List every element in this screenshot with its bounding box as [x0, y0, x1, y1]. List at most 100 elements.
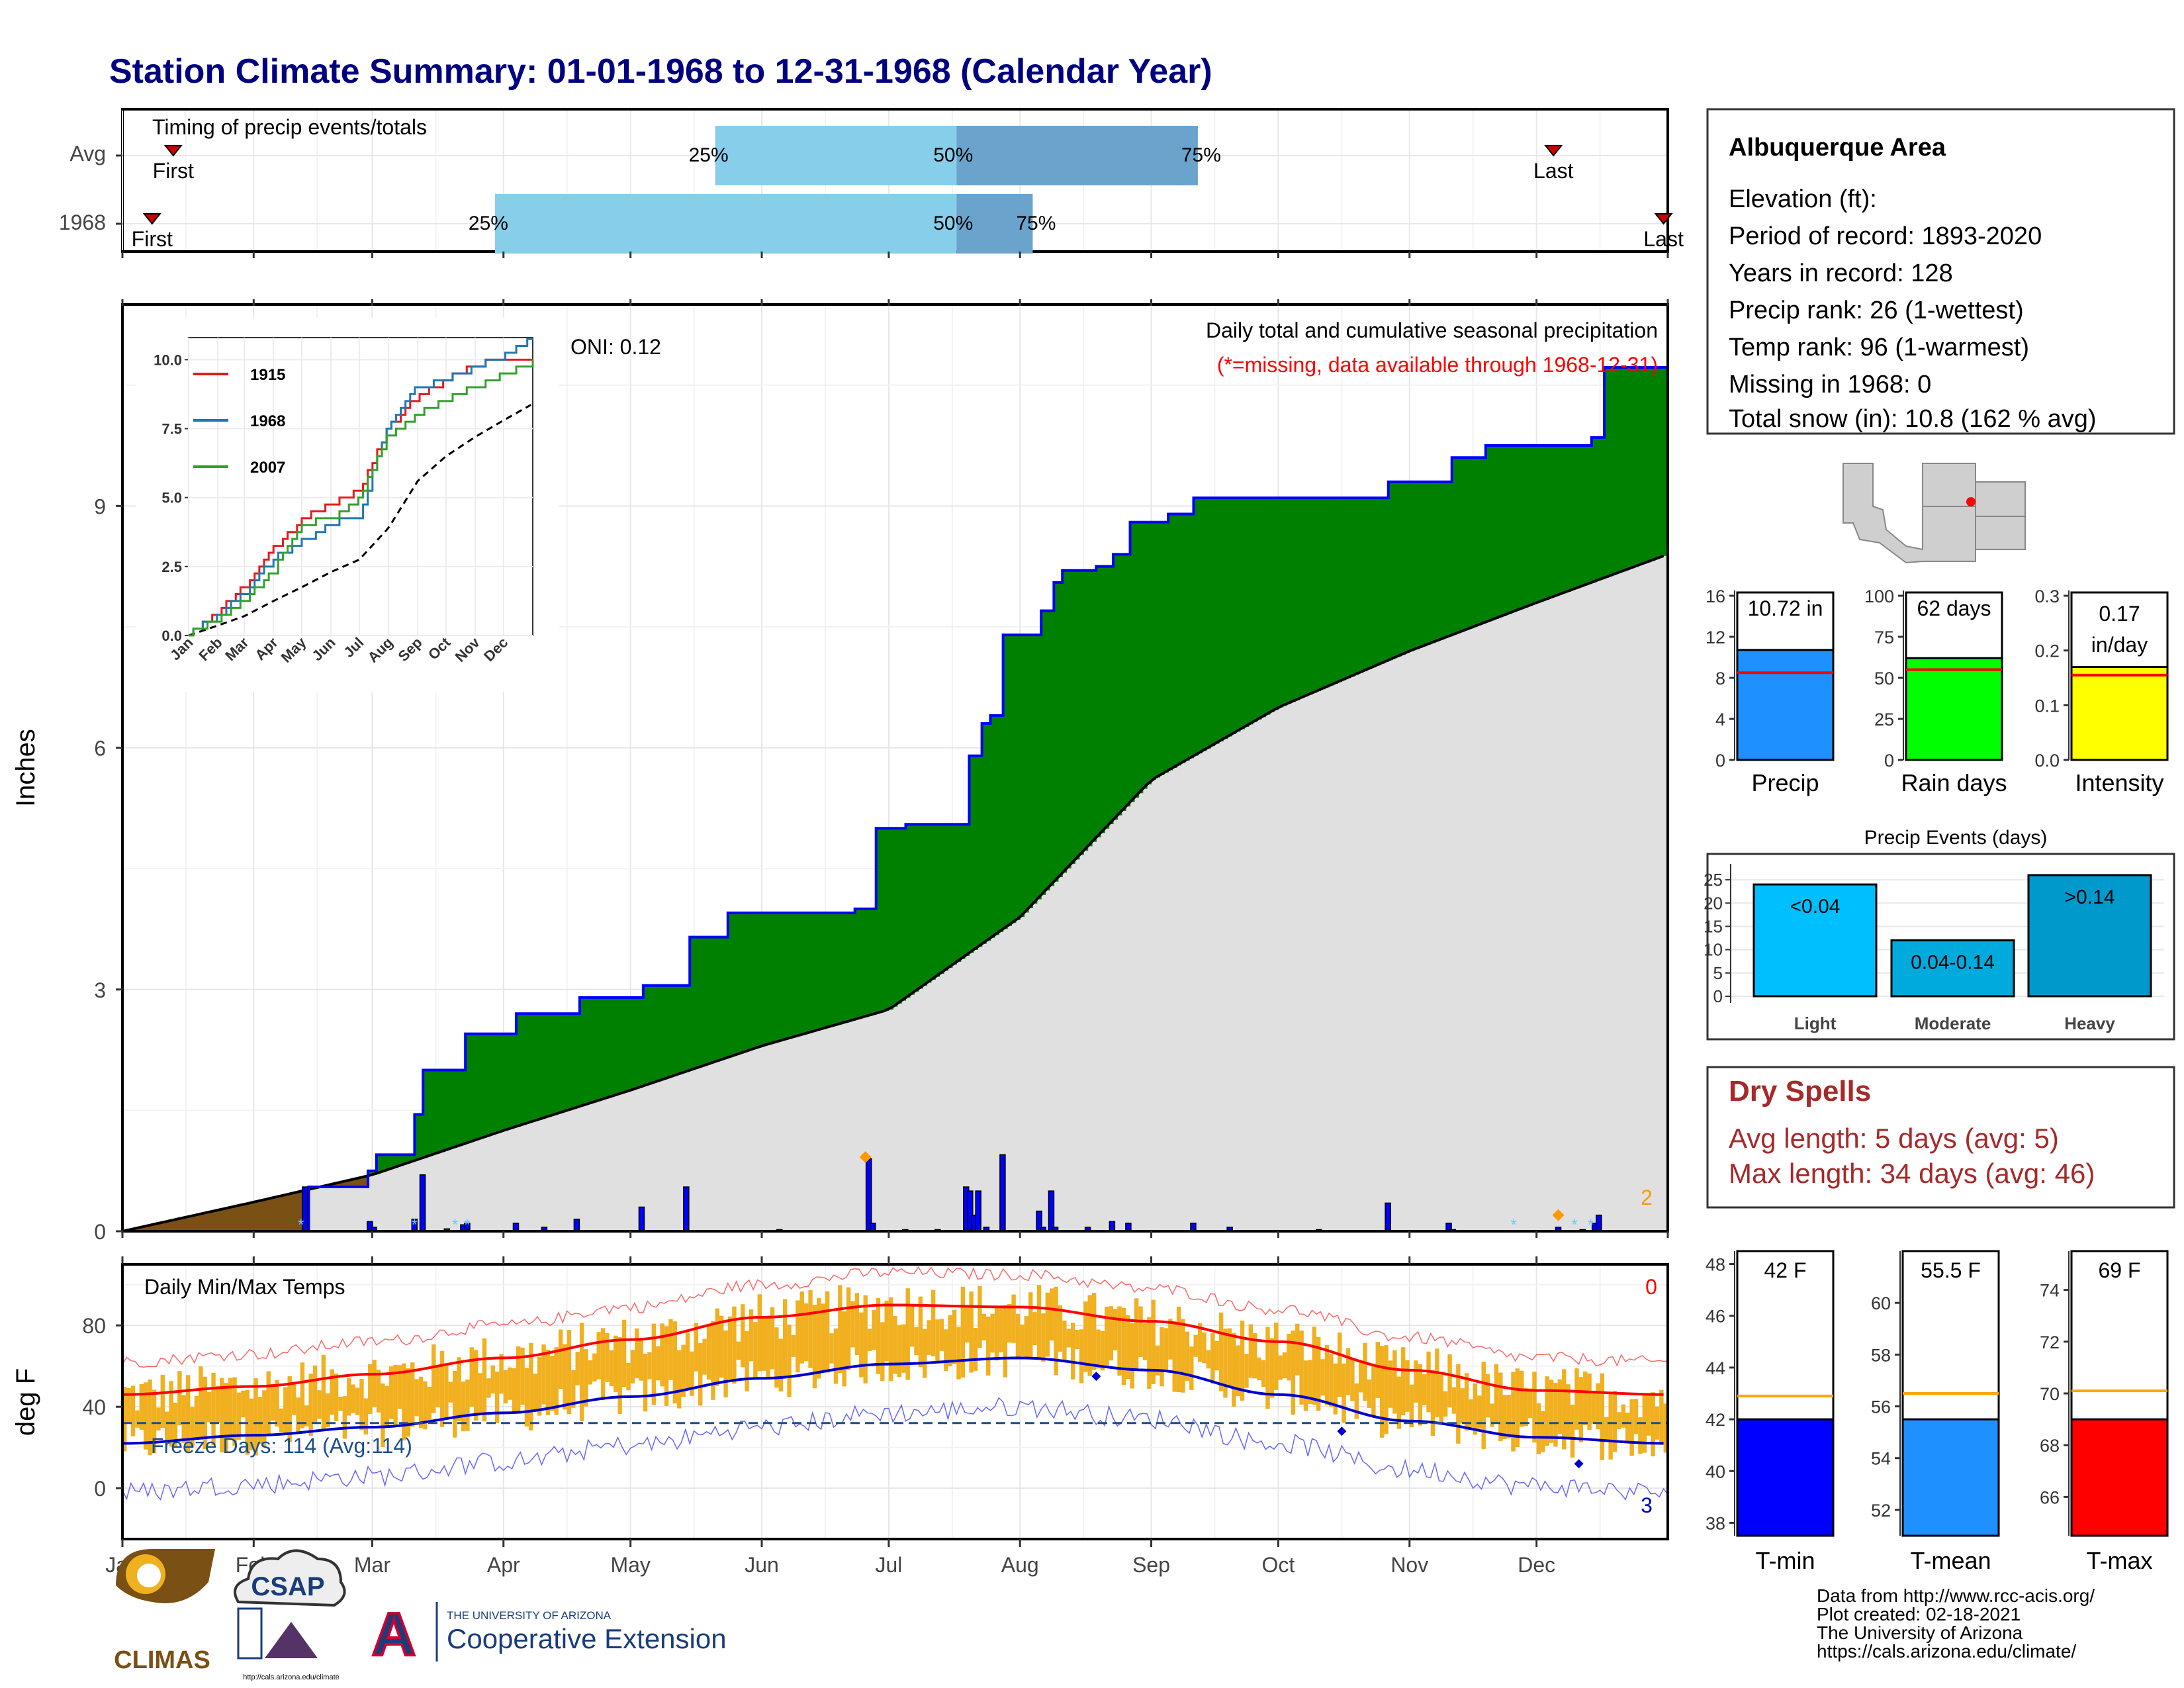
daily-temp-range-bar [867, 1329, 872, 1351]
daily-temp-range-bar [1295, 1323, 1300, 1376]
above-normal-fill [978, 755, 983, 947]
timing-first-label: First [153, 159, 194, 183]
daily-temp-range-bar [1469, 1399, 1473, 1428]
above-normal-fill [512, 1033, 517, 1128]
daily-temp-range-bar [1481, 1362, 1486, 1449]
daily-temp-range-bar [1396, 1376, 1401, 1429]
missing-star-icon: * [298, 1216, 304, 1234]
daily-temp-range-bar [533, 1374, 537, 1411]
summary-y-tick-label: 8 [1715, 669, 1725, 688]
above-normal-fill [541, 1013, 547, 1119]
above-normal-fill [1494, 445, 1499, 619]
above-normal-fill [1388, 481, 1393, 661]
inset-y-tick-label: 5.0 [161, 490, 182, 506]
above-normal-fill [1469, 457, 1474, 629]
daily-temp-range-bar [973, 1327, 978, 1371]
above-normal-fill [596, 997, 602, 1102]
daily-temp-range-bar [432, 1344, 436, 1413]
daily-temp-range-bar [766, 1315, 770, 1378]
daily-temp-range-bar [994, 1307, 999, 1361]
daily-temp-range-bar [918, 1296, 923, 1367]
daily-temp-range-bar [1287, 1334, 1291, 1381]
daily-temp-range-bar [291, 1384, 296, 1415]
temp-bar-t-mean [1901, 1418, 2000, 1537]
timing-row-avg-label: Avg [69, 142, 106, 165]
precip-panel: * * * * * * * 0 3 6 9 Inches Daily total and cumu… [11, 252, 1669, 1244]
above-normal-fill [1350, 498, 1355, 677]
daily-temp-range-bar [1566, 1384, 1570, 1439]
above-normal-fill [863, 909, 868, 1017]
daily-temp-range-bar [232, 1377, 237, 1446]
daily-temp-range-bar [393, 1364, 398, 1427]
above-normal-fill [482, 1033, 487, 1138]
locator-map [1843, 460, 2026, 564]
month-label: May [610, 1553, 650, 1577]
daily-temp-range-bar [126, 1387, 131, 1423]
daily-temp-range-bar [1638, 1417, 1643, 1454]
above-normal-fill [796, 913, 801, 1037]
station-line: Missing in 1968: 0 [1729, 371, 1931, 399]
summary-bar-label: Precip [1751, 769, 1819, 796]
inset-legend-label: 2007 [250, 459, 285, 477]
above-normal-fill [1295, 498, 1300, 700]
daily-temp-range-bar [1007, 1303, 1012, 1343]
daily-temp-range-bar [368, 1364, 373, 1414]
below-normal-fill [249, 1203, 254, 1231]
above-normal-fill [1041, 610, 1046, 895]
below-normal-fill [177, 1219, 183, 1231]
station-line: Total snow (in): 10.8 (162 % avg) [1729, 405, 2097, 433]
daily-temp-range-bar [326, 1393, 330, 1427]
daily-temp-range-bar [1379, 1346, 1385, 1438]
daily-temp-range-bar [1253, 1333, 1257, 1379]
above-normal-fill [1345, 498, 1351, 679]
above-normal-fill [965, 824, 970, 956]
temp-bar-t-max [2070, 1418, 2169, 1537]
above-normal-fill [1524, 445, 1529, 608]
above-normal-fill [774, 913, 780, 1043]
above-normal-fill [1197, 498, 1203, 754]
daily-temp-range-bar [1130, 1323, 1134, 1389]
daily-temp-range-bar [1612, 1391, 1617, 1452]
footer-line: https://cals.arizona.edu/climate/ [1817, 1641, 2076, 1662]
daily-temp-range-bar [901, 1324, 906, 1373]
daily-temp-range-bar [1070, 1323, 1075, 1380]
above-normal-fill [1151, 522, 1156, 780]
above-normal-fill [1379, 498, 1385, 664]
above-normal-fill [672, 985, 678, 1076]
above-normal-fill [1320, 498, 1326, 690]
missing-star-icon: * [452, 1216, 458, 1234]
daily-temp-range-bar [173, 1403, 178, 1446]
below-normal-fill [228, 1207, 233, 1231]
daily-temp-range-bar [757, 1294, 762, 1372]
daily-temp-range-bar [1545, 1376, 1549, 1446]
daily-temp-range-bar [685, 1332, 690, 1390]
above-normal-fill [1176, 514, 1181, 766]
above-normal-fill [1036, 635, 1042, 900]
below-normal-fill [291, 1193, 296, 1231]
daily-temp-range-bar [1430, 1370, 1435, 1436]
daily-temp-range-bar [152, 1389, 157, 1454]
above-normal-fill [1502, 445, 1508, 616]
daily-temp-range-bar [1181, 1319, 1185, 1393]
below-normal-fill [342, 1182, 347, 1188]
above-normal-fill [1400, 481, 1406, 655]
below-normal-fill [270, 1198, 275, 1231]
normal-min-line [122, 1356, 1664, 1445]
above-normal-fill [1536, 445, 1541, 603]
above-normal-fill [1405, 481, 1410, 653]
above-normal-fill [473, 1033, 478, 1141]
below-normal-fill [257, 1201, 263, 1231]
below-normal-fill [334, 1184, 339, 1188]
daily-temp-range-bar [1608, 1393, 1613, 1460]
above-normal-fill [1062, 570, 1068, 873]
above-normal-fill [1591, 437, 1596, 583]
above-normal-fill [423, 1070, 428, 1158]
daily-temp-range-bar [1527, 1388, 1533, 1419]
daily-temp-range-bar [1248, 1324, 1253, 1378]
daily-temp-range-bar [812, 1305, 817, 1389]
above-normal-fill [651, 985, 657, 1084]
daily-temp-range-bar [931, 1289, 936, 1356]
above-normal-fill [1054, 583, 1059, 882]
above-normal-fill [1596, 437, 1601, 581]
above-normal-fill [1070, 570, 1075, 865]
